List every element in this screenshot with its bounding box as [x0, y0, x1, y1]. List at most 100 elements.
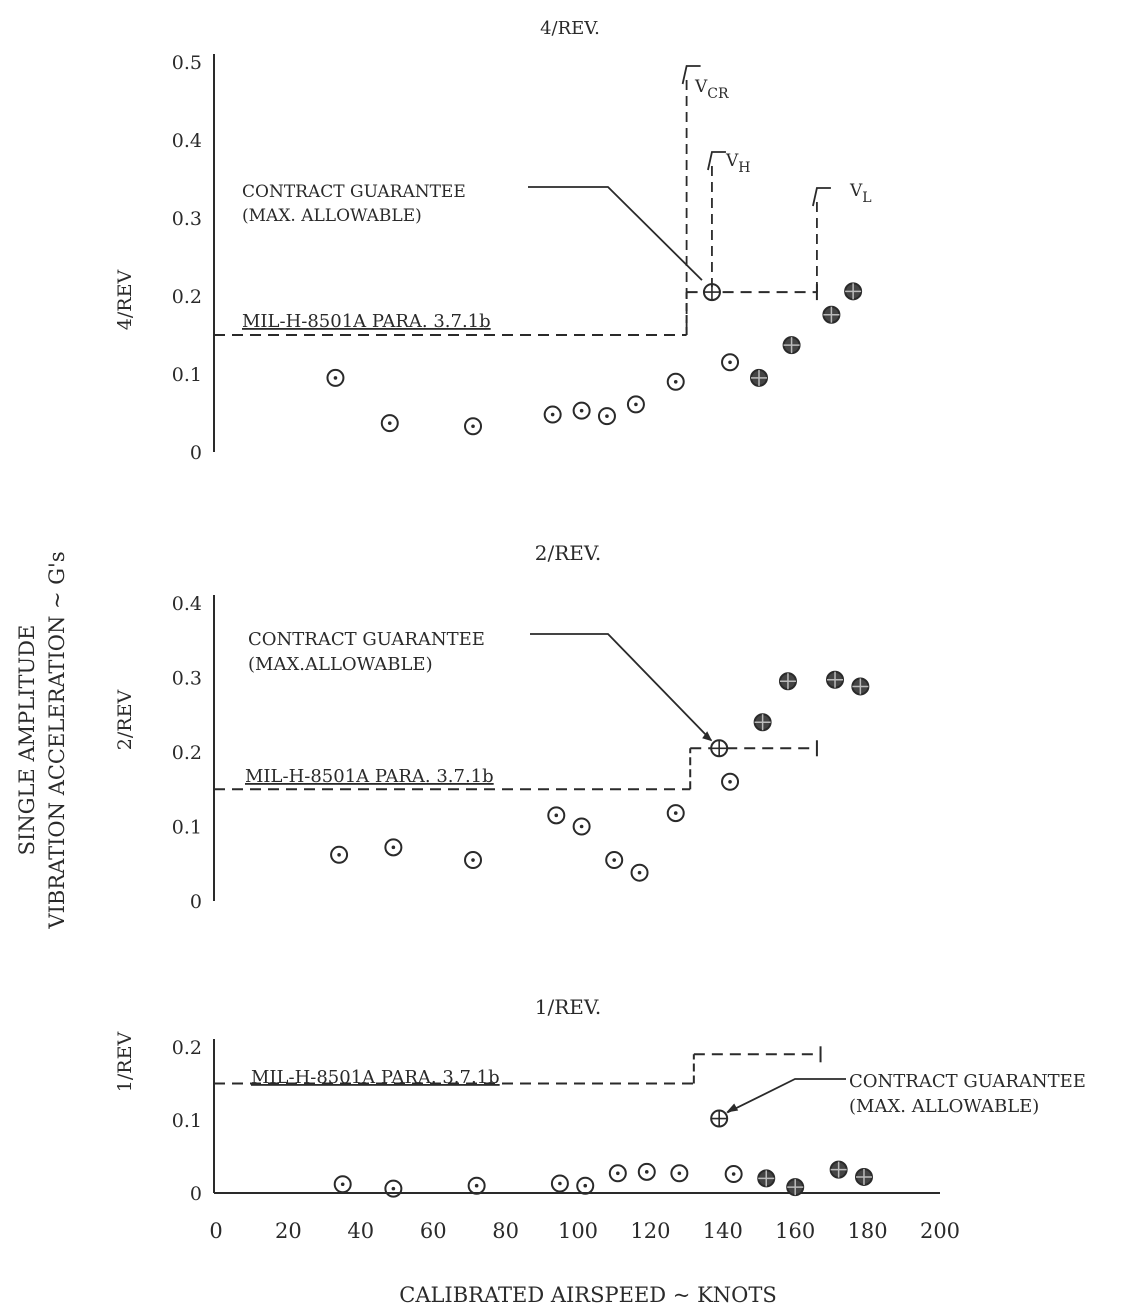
vcr-sub: CR	[707, 86, 729, 102]
panel-4rev-point-open	[626, 395, 645, 414]
panel-1rev-point-open-center	[616, 1171, 620, 1176]
panel-2rev-point-open-center	[337, 853, 341, 857]
panel-2rev-point-open	[464, 851, 483, 870]
panel-2rev-contract-sublabel: (MAX.ALLOWABLE)	[248, 654, 433, 675]
panel-4rev-y-tick-label: 0.5	[172, 52, 202, 74]
panel-2rev-point-open	[721, 772, 740, 791]
panel-1rev-mil-spec-label: MIL-H-8501A PARA. 3.7.1b	[251, 1067, 500, 1088]
panel-1rev-point-open	[550, 1174, 569, 1193]
panel-4rev-contract-sublabel: (MAX. ALLOWABLE)	[242, 206, 422, 226]
panel-4rev-v-marker-flag	[707, 151, 726, 171]
panel-4rev-point-open	[666, 372, 685, 391]
panel-2rev-point-open-center	[554, 813, 559, 818]
panel-4rev-y-tick-label: 0.3	[172, 208, 202, 230]
x-tick-label: 60	[420, 1219, 447, 1243]
panel-4rev-point-open-center	[387, 421, 392, 425]
panel-4rev-point-open	[464, 417, 483, 436]
panel-1rev-point-open-center	[391, 1186, 396, 1191]
shared-y-label-line1: SINGLE AMPLITUDE	[15, 625, 39, 856]
panel-1rev-point-open	[670, 1164, 689, 1183]
panel-1rev-y-tick-label: 0.2	[172, 1037, 202, 1059]
panel-4rev-point-open-center	[634, 402, 638, 407]
panel-1rev-point-open-center	[677, 1171, 682, 1176]
panel-1rev-point-open	[608, 1164, 627, 1183]
panel-1rev-contract-arrowhead	[726, 1103, 739, 1113]
panel-4rev-point-open-center	[605, 414, 609, 418]
vl-sub: L	[862, 190, 871, 206]
panel-4rev-vl-label: VL	[849, 181, 872, 206]
panel-2rev-y-tick-label: 0.1	[172, 817, 202, 839]
panel-4rev-mil-spec-label: MIL-H-8501A PARA. 3.7.1b	[242, 311, 491, 332]
panel-1rev-point-open-center	[644, 1170, 649, 1174]
vh-sub: H	[738, 160, 750, 176]
panel-2rev-point-open	[630, 863, 649, 882]
panel-1rev-contract-leader	[726, 1078, 846, 1114]
vcr-v: V	[694, 77, 708, 97]
panel-2rev-title: 2/REV.	[535, 541, 601, 565]
panel-4rev-point-open-center	[333, 376, 338, 380]
panel-2rev-point-open-center	[579, 824, 584, 829]
x-tick-label: 40	[347, 1219, 374, 1243]
x-tick-label: 20	[275, 1219, 302, 1243]
panel-1rev-point-open-center	[731, 1172, 736, 1176]
panel-4rev-point-open-center	[728, 360, 732, 365]
panel-1rev-contract-label: CONTRACT GUARANTEE	[849, 1071, 1086, 1092]
panel-4rev-ylabel: 4/REV	[114, 270, 136, 331]
panel-4rev-point-open	[326, 368, 345, 387]
panel-2rev-point-open	[605, 851, 624, 870]
panel-2rev-point-open-center	[673, 811, 678, 815]
panel-2rev-point-open	[330, 845, 349, 864]
panel-1rev-point-open	[724, 1165, 743, 1184]
panel-1rev-point-open	[637, 1162, 656, 1181]
panel-2rev-ylabel: 2/REV	[114, 690, 136, 751]
panel-4rev-point-open-center	[673, 380, 678, 384]
panel-4rev-contract-leader	[528, 186, 703, 281]
panel-1rev-point-open	[384, 1179, 403, 1198]
x-tick-label: 160	[775, 1219, 815, 1243]
panel-2rev-point-open-center	[612, 858, 616, 862]
panel-4rev-point-open-center	[550, 412, 555, 417]
panel-4rev-y-tick-label: 0.2	[172, 286, 202, 308]
panel-1rev-point-open-center	[340, 1182, 345, 1187]
x-tick-label: 80	[492, 1219, 519, 1243]
panel-1rev-y-tick-label: 0	[190, 1183, 202, 1205]
panel-1rev-point-open	[467, 1176, 486, 1195]
panel-4rev-point-open	[543, 405, 562, 424]
panel-4rev-point-open	[380, 414, 399, 433]
panel-1rev-contract-sublabel: (MAX. ALLOWABLE)	[849, 1096, 1039, 1117]
x-tick-label: 200	[920, 1219, 960, 1243]
panel-4rev-contract-label: CONTRACT GUARANTEE	[242, 182, 466, 202]
panel-1rev-title: 1/REV.	[535, 995, 601, 1019]
panel-4rev-point-open	[597, 407, 616, 426]
panel-2rev-point-open	[547, 806, 566, 825]
panel-4rev-point-open-center	[579, 408, 584, 413]
panel-2rev-point-open	[666, 804, 685, 823]
panel-2rev-point-open-center	[728, 780, 732, 784]
panel-1rev-ylabel: 1/REV	[114, 1032, 136, 1093]
x-tick-label: 140	[703, 1219, 743, 1243]
panel-2rev-point-open	[384, 838, 403, 857]
panel-4rev-y-tick-label: 0	[190, 442, 202, 464]
panel-2rev-contract-leader	[530, 633, 712, 741]
vl-v: V	[849, 181, 863, 201]
panel-2rev-y-tick-label: 0	[190, 891, 202, 913]
x-tick-label: 0	[209, 1219, 222, 1243]
panel-2rev-y-tick-label: 0.3	[172, 668, 202, 690]
panel-4rev-title: 4/REV.	[540, 18, 600, 39]
panel-2rev-contract-arrowhead	[702, 731, 713, 742]
panel-1rev-point-open-center	[583, 1183, 588, 1188]
panel-1rev-y-tick-label: 0.1	[172, 1110, 202, 1132]
panel-2rev-point-open-center	[471, 858, 475, 862]
shared-y-label-line2: VIBRATION ACCELERATION ~ G's	[45, 551, 69, 929]
x-tick-label: 180	[848, 1219, 888, 1243]
panel-4rev-v-marker-flag	[812, 187, 831, 207]
panel-4rev-point-open	[721, 353, 740, 372]
x-axis-label: CALIBRATED AIRSPEED ~ KNOTS	[399, 1283, 777, 1307]
panel-2rev-point-open	[572, 817, 591, 836]
panel-1rev-point-open-center	[474, 1183, 479, 1188]
panel-2rev-point-open-center	[637, 870, 642, 875]
panel-4rev-vh-label: VH	[725, 151, 751, 176]
panel-2rev-y-tick-label: 0.2	[172, 742, 202, 764]
x-tick-label: 120	[630, 1219, 670, 1243]
